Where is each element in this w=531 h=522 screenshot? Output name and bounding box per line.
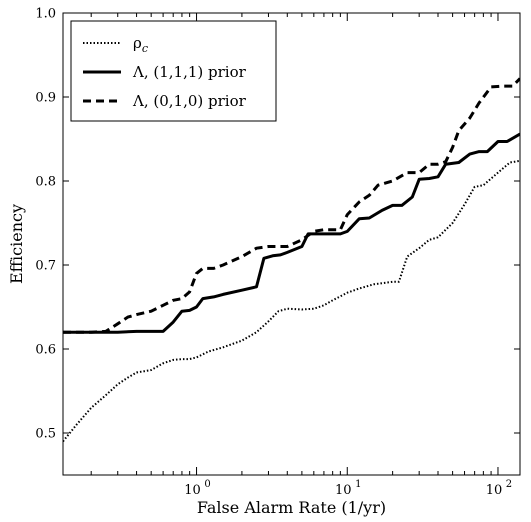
series-layer <box>63 77 520 443</box>
x-tick-label: 10 <box>184 483 201 498</box>
y-tick-label: 0.8 <box>35 175 56 190</box>
x-tick-exponent: 2 <box>506 479 512 490</box>
legend-label-lambda-010: Λ, (0,1,0) prior <box>132 92 247 110</box>
y-tick-label: 0.6 <box>35 343 56 358</box>
legend-label-rho-c: ρc <box>133 34 148 55</box>
y-tick-label: 0.9 <box>35 91 56 106</box>
x-tick-exponent: 0 <box>204 479 210 490</box>
lambda-010-line <box>63 77 520 334</box>
lambda-111-line <box>63 132 520 334</box>
legend-rho-main: ρ <box>133 34 142 52</box>
x-tick-label: 10 <box>486 483 503 498</box>
y-tick-label: 1.0 <box>35 7 56 22</box>
legend-rho-subscript: c <box>142 42 148 55</box>
y-tick-label: 0.7 <box>35 259 56 274</box>
x-tick-exponent: 1 <box>355 479 361 490</box>
y-axis-label: Efficiency <box>7 204 26 284</box>
ticks-layer: 0.50.60.70.80.91.010 0 10 1 10 2 <box>35 7 520 498</box>
x-axis-label: False Alarm Rate (1/yr) <box>197 498 386 517</box>
y-tick-label: 0.5 <box>35 427 56 442</box>
rho-c-line <box>63 159 520 443</box>
plot-frame <box>62 12 521 476</box>
x-tick-label: 10 <box>335 483 352 498</box>
legend: ρc Λ, (1,1,1) prior Λ, (0,1,0) prior <box>70 20 277 122</box>
legend-label-lambda-111: Λ, (1,1,1) prior <box>132 63 247 81</box>
